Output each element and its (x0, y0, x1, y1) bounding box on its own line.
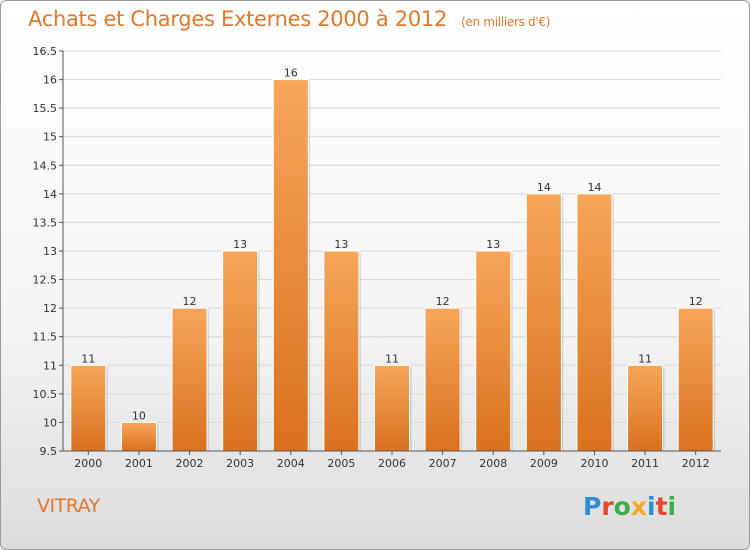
bar-2010 (576, 193, 613, 452)
y-tick-label: 9.5 (40, 445, 58, 458)
data-label-2010: 14 (587, 181, 601, 194)
logo-letter: r (601, 492, 614, 521)
x-tick-label-2003: 2003 (226, 457, 254, 470)
y-tick-label: 13 (43, 245, 57, 258)
bar-2008 (475, 250, 512, 452)
data-label-2008: 13 (486, 238, 500, 251)
bar-2000 (70, 364, 107, 452)
data-label-2007: 12 (436, 295, 450, 308)
y-tick-label: 11.5 (33, 331, 58, 344)
bar-2009 (525, 193, 562, 452)
x-tick-label-2000: 2000 (74, 457, 102, 470)
chart-subtitle: (en milliers d'€) (461, 15, 551, 29)
data-label-2005: 13 (334, 238, 348, 251)
y-tick-label: 15.5 (33, 102, 58, 115)
data-label-2011: 11 (638, 352, 652, 365)
bar-2006 (374, 364, 410, 452)
bar-2005 (323, 250, 360, 452)
x-tick-label-2007: 2007 (429, 457, 457, 470)
chart-title-text: Achats et Charges Externes 2000 à 2012 (28, 7, 448, 31)
y-tick-label: 10.5 (33, 388, 58, 401)
bars (70, 79, 716, 452)
bar-2001 (120, 421, 157, 452)
logo-letter: t (655, 492, 668, 521)
logo-letter: i (647, 492, 656, 521)
x-tick-labels: 2000 2001 2002 2003 2004 2005 2006 2007 2008 2009… (74, 457, 709, 470)
y-tick-label: 16.5 (33, 45, 58, 58)
commune-name: VITRAY (37, 495, 100, 517)
x-tick-label-2004: 2004 (277, 457, 305, 470)
data-labels: 11 10 12 13 16 13 11 12 13 14 14 11 12 (81, 67, 702, 423)
bar-2004 (272, 79, 309, 452)
data-label-2003: 13 (233, 238, 247, 251)
data-label-2006: 11 (385, 352, 399, 365)
proxiti-logo[interactable]: Proxiti (583, 492, 676, 521)
data-label-2009: 14 (537, 181, 551, 194)
x-tick-label-2009: 2009 (530, 457, 558, 470)
logo-letter: x (630, 492, 647, 521)
x-tick-label-2002: 2002 (176, 457, 204, 470)
y-tick-labels: 9.5 10 10.5 11 11.5 12 12.5 13 13.5 14 14.5 15 15.5 1… (33, 45, 58, 458)
logo-letter: o (613, 492, 631, 521)
bar-2002 (171, 307, 208, 452)
chart-title: Achats et Charges Externes 2000 à 2012 (e… (28, 7, 550, 31)
axes (59, 50, 721, 455)
y-tick-label: 14 (43, 188, 57, 201)
bar-2007 (424, 307, 461, 452)
x-tick-label-2012: 2012 (682, 457, 710, 470)
y-tick-label: 12 (43, 302, 57, 315)
bar-2003 (222, 250, 259, 452)
y-tick-label: 15 (43, 131, 57, 144)
data-label-2004: 16 (284, 67, 298, 80)
y-tick-label: 14.5 (33, 159, 58, 172)
x-tick-label-2005: 2005 (327, 457, 355, 470)
x-tick-label-2006: 2006 (378, 457, 406, 470)
x-tick-label-2011: 2011 (631, 457, 659, 470)
y-tick-label: 13.5 (33, 216, 58, 229)
logo-letter: i (667, 492, 677, 521)
y-tick-label: 11 (43, 359, 57, 372)
y-tick-label: 16 (43, 74, 57, 87)
data-label-2002: 12 (183, 295, 197, 308)
y-tick-label: 12.5 (33, 274, 58, 287)
data-label-2000: 11 (81, 352, 95, 365)
logo-letter: P (583, 492, 602, 521)
x-tick-label-2001: 2001 (125, 457, 153, 470)
data-label-2001: 10 (132, 409, 146, 422)
bar-2012 (677, 307, 714, 452)
bar-2011 (627, 364, 664, 452)
data-label-2012: 12 (689, 295, 703, 308)
x-tick-label-2008: 2008 (479, 457, 507, 470)
y-tick-label: 10 (43, 416, 57, 429)
x-tick-label-2010: 2010 (580, 457, 608, 470)
